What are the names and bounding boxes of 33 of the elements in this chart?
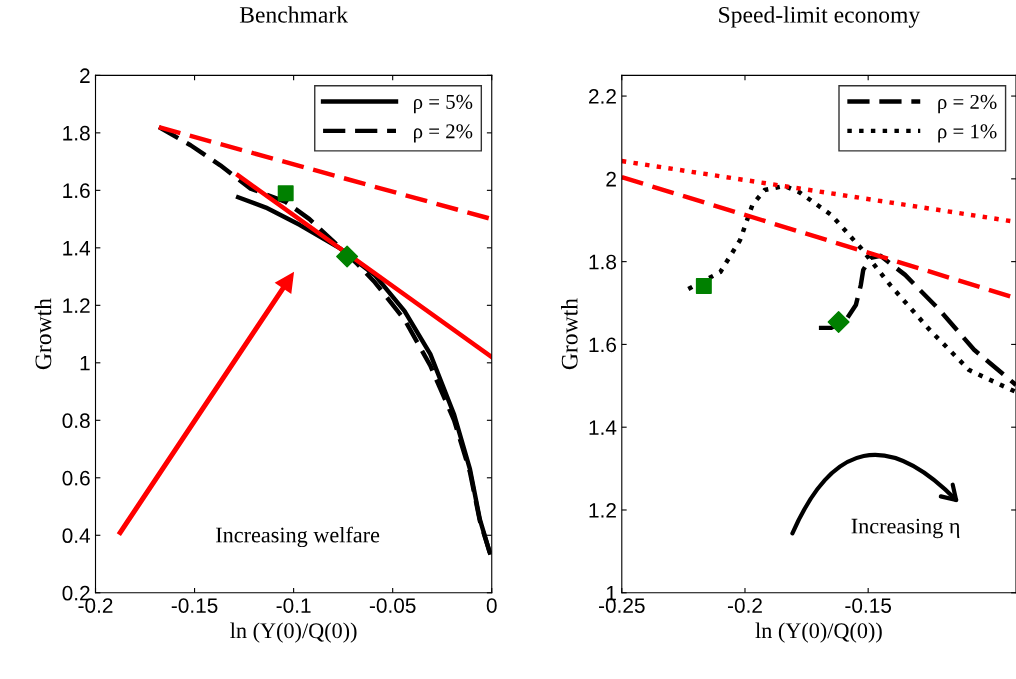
- x-tick-label: -0.05: [369, 598, 416, 613]
- y-tick-label: 1.8: [63, 125, 90, 141]
- x-tick-label: 0: [486, 598, 497, 613]
- y-tick-label: 1: [80, 356, 90, 371]
- y-tick-label: 2: [80, 68, 90, 83]
- y-axis-title: Growth: [34, 298, 52, 370]
- legend-label: ρ = 2%: [414, 124, 473, 143]
- x-axis-title: ln (Y(0)/Q(0)): [755, 622, 882, 643]
- x-tick-label: -0.15: [171, 598, 218, 613]
- x-tick-label: -0.1: [276, 598, 311, 613]
- y-tick-label: 1.2: [589, 502, 616, 518]
- legend-label: ρ = 2%: [938, 94, 997, 114]
- x-tick-label: -0.15: [845, 598, 892, 613]
- annotation: Increasing welfare: [216, 526, 380, 548]
- annotation: Increasing η: [851, 518, 960, 539]
- y-tick-label: 1.2: [63, 298, 90, 313]
- y-tick-label: 1.6: [63, 183, 90, 199]
- chart-title: Benchmark: [239, 6, 349, 23]
- legend-label: ρ = 5%: [414, 94, 473, 114]
- legend-label: ρ = 1%: [938, 124, 997, 143]
- chart-title: Speed-limit economy: [719, 6, 921, 28]
- x-axis-title: ln (Y(0)/Q(0)): [230, 622, 357, 643]
- x-tick-label: -0.2: [727, 598, 762, 613]
- y-tick-label: 1.8: [589, 254, 617, 270]
- y-tick-label: 1.6: [589, 337, 617, 353]
- y-tick-label: 2.2: [589, 89, 616, 104]
- y-axis-title: Growth: [561, 298, 578, 370]
- y-tick-label: 1.4: [63, 241, 91, 256]
- y-tick-label: 0.4: [62, 528, 91, 544]
- y-tick-label: 0.8: [62, 413, 90, 429]
- y-tick-label: 1.4: [589, 420, 617, 435]
- y-tick-label: 0.6: [62, 470, 90, 486]
- y-tick-label: 2: [606, 171, 616, 187]
